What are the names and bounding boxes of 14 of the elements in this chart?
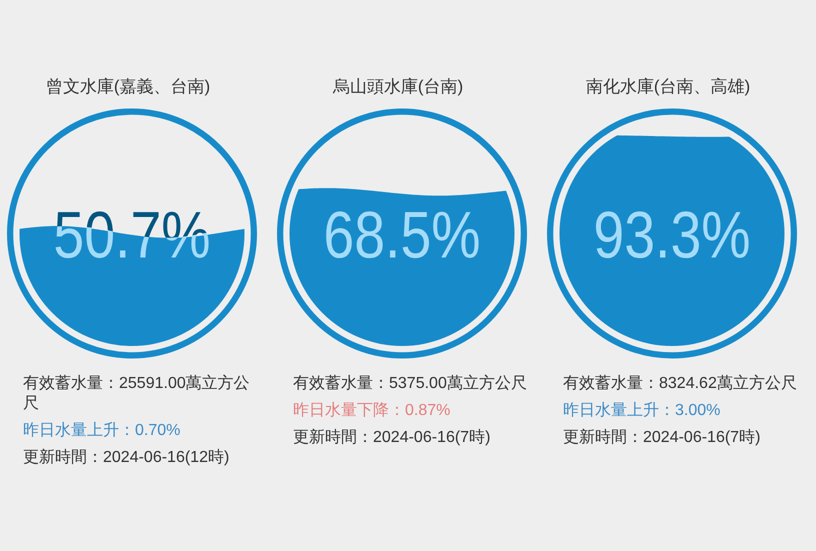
text: 有效蓄水量：25591.00萬立方公尺 [23,374,251,414]
text: 昨日水量上升：0.70% [23,421,182,441]
data-label: 93.3% [593,198,751,272]
text: 昨日水量下降：0.87% [293,401,452,421]
text: 更新時間：2024-06-16(12時) [23,448,230,468]
text: 有效蓄水量：5375.00萬立方公尺 [293,374,528,394]
text: 有效蓄水量：8324.62萬立方公尺 [563,374,798,394]
data-label: 68.5% [323,198,481,272]
text: 更新時間：2024-06-16(7時) [293,428,492,448]
text: 烏山頭水庫(台南) [332,76,464,98]
text: 昨日水量上升：3.00% [563,401,722,421]
text: 曾文水庫(嘉義、台南) [44,76,212,98]
text: 更新時間：2024-06-16(7時) [563,428,762,448]
text: 南化水庫(台南、高雄) [584,76,752,98]
